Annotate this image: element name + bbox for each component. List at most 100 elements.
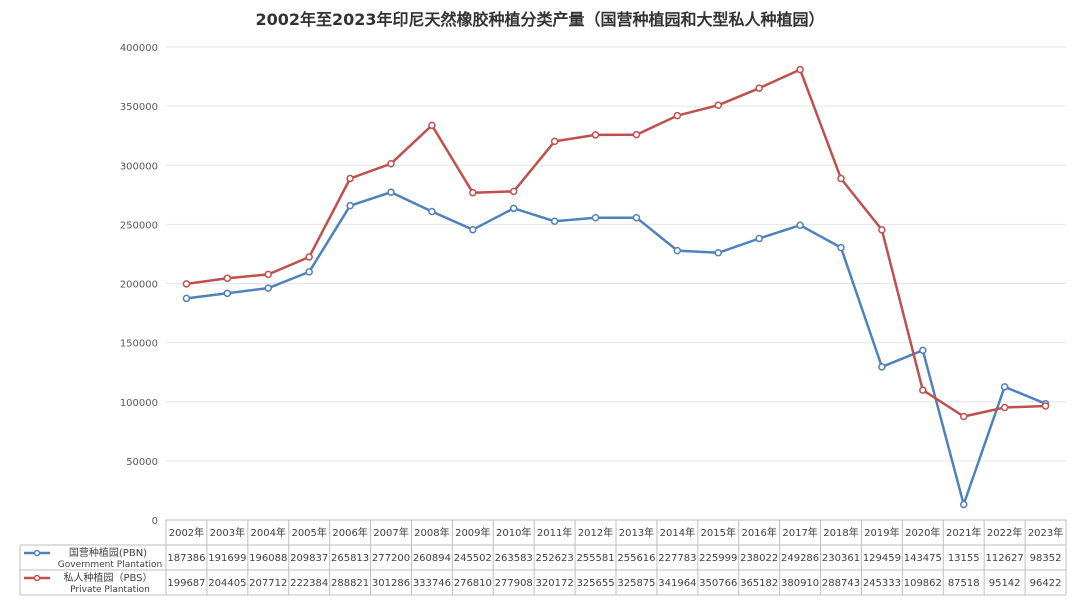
data-point <box>755 234 763 243</box>
data-point <box>305 253 313 261</box>
data-point <box>1041 402 1050 410</box>
series-lines <box>186 68 1046 506</box>
x-tick-label: 2021年 <box>946 526 981 539</box>
data-point <box>632 213 641 222</box>
x-tick-label: 2017年 <box>782 526 817 539</box>
data-label: 277200 <box>372 553 410 564</box>
gridlines <box>166 46 1066 521</box>
x-tick-label: 2005年 <box>291 526 326 539</box>
data-point <box>550 217 559 226</box>
data-point <box>182 280 191 288</box>
y-axis: 0 50000 100000 150000 200000 250000 300000 3500… <box>120 43 158 527</box>
x-tick-label: 2022年 <box>987 526 1022 539</box>
data-label: 112627 <box>986 553 1024 564</box>
data-label: 204405 <box>208 578 246 589</box>
data-point <box>550 137 559 146</box>
data-label: 333746 <box>413 578 451 589</box>
data-label: 288743 <box>822 578 860 589</box>
legend-marker <box>33 549 41 557</box>
x-tick-label: 2011年 <box>537 526 572 539</box>
data-label: 301286 <box>372 578 410 589</box>
x-tick-label: 2002年 <box>169 526 204 539</box>
data-label: 277908 <box>495 578 533 589</box>
data-point <box>428 121 436 130</box>
x-tick-label: 2004年 <box>251 526 286 539</box>
y-tick-label: 250000 <box>120 220 158 231</box>
data-label: 325875 <box>617 578 655 589</box>
x-tick-label: 2009年 <box>455 526 490 539</box>
data-label: 255616 <box>617 553 655 564</box>
legend-entry: 国营种植园(PBN) <box>69 546 147 559</box>
data-point <box>469 225 477 234</box>
data-table: 2002年 2003年 2004年 2005年 2006年 2007年 2008年 2009年… <box>19 520 1067 596</box>
y-tick-label: 100000 <box>120 398 158 409</box>
x-tick-label: 2020年 <box>905 526 940 539</box>
data-point <box>264 284 273 292</box>
y-tick-label: 150000 <box>120 339 158 350</box>
data-point <box>223 289 232 298</box>
data-label: 380910 <box>781 578 819 589</box>
data-label: 341964 <box>658 578 696 589</box>
data-label: 191699 <box>208 553 246 564</box>
data-label: 222384 <box>290 578 328 589</box>
data-point <box>878 363 886 371</box>
data-point <box>878 226 886 234</box>
data-point <box>591 131 600 139</box>
data-label: 249286 <box>781 553 819 564</box>
data-point <box>959 500 968 509</box>
series-line-2 <box>186 68 1046 418</box>
data-point <box>591 214 600 222</box>
chart-title: 2002年至2023年印尼天然橡胶种植分类产量（国营种植园和大型私人种植园） <box>255 10 825 29</box>
data-label: 263583 <box>495 553 533 564</box>
data-label: 227783 <box>658 553 696 564</box>
data-point <box>1000 383 1009 391</box>
data-label: 109862 <box>904 578 942 589</box>
series-points <box>182 65 1050 509</box>
data-label: 143475 <box>904 553 942 564</box>
data-label: 209837 <box>290 553 328 564</box>
x-tick-label: 2006年 <box>332 526 367 539</box>
data-label: 245333 <box>863 578 901 589</box>
x-tick-label: 2015年 <box>701 526 736 539</box>
data-label: 87518 <box>948 578 980 589</box>
data-label: 187386 <box>167 553 205 564</box>
data-point <box>673 246 682 255</box>
data-point <box>469 188 477 197</box>
y-tick-label: 200000 <box>120 280 158 291</box>
x-tick-label: 2008年 <box>414 526 449 539</box>
data-point <box>182 294 191 303</box>
data-label: 245502 <box>454 553 492 564</box>
data-point <box>919 386 927 394</box>
x-tick-label: 2010年 <box>496 526 531 539</box>
data-label: 96422 <box>1030 578 1062 589</box>
data-point <box>1000 403 1009 412</box>
data-point <box>387 188 395 196</box>
legend-entry: 私人种植园（PBS） <box>63 571 152 584</box>
data-label: 230361 <box>822 553 860 564</box>
data-point <box>837 174 845 183</box>
x-tick-label: 2014年 <box>660 526 695 539</box>
y-tick-label: 0 <box>152 516 158 527</box>
y-tick-label: 50000 <box>126 457 158 468</box>
series-line-1 <box>186 190 1046 506</box>
data-label: 207712 <box>249 578 287 589</box>
data-label: 260894 <box>413 553 451 564</box>
data-point <box>714 249 723 257</box>
data-label: 320172 <box>536 578 574 589</box>
data-point <box>632 130 641 139</box>
x-tick-label: 2003年 <box>210 526 245 539</box>
data-label: 225999 <box>699 553 737 564</box>
data-label: 365182 <box>740 578 778 589</box>
data-point <box>796 65 804 74</box>
data-point <box>796 221 804 229</box>
x-tick-label: 2013年 <box>619 526 654 539</box>
data-label: 95142 <box>989 578 1021 589</box>
y-tick-label: 350000 <box>120 102 158 113</box>
data-label: 199687 <box>167 578 205 589</box>
data-point <box>673 111 682 120</box>
data-point <box>346 201 354 210</box>
data-point <box>387 159 395 168</box>
data-label: 350766 <box>699 578 737 589</box>
data-point <box>346 174 354 183</box>
